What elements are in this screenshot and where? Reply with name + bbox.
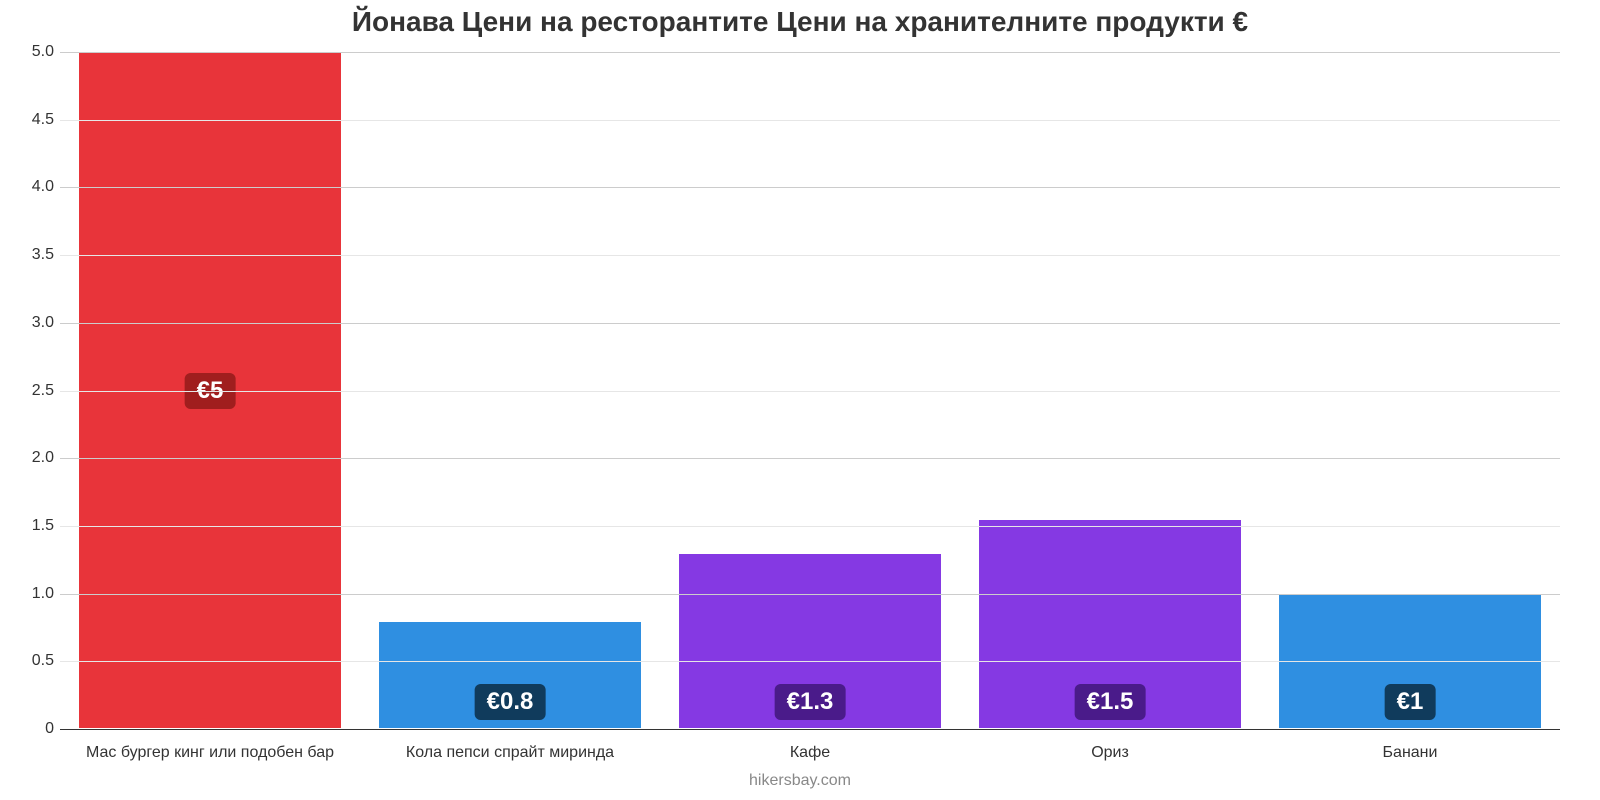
price-bar-chart: Йонава Цени на ресторантите Цени на хран… xyxy=(0,0,1600,800)
y-tick-label: 5.0 xyxy=(10,43,54,61)
x-tick-label: Кола пепси спрайт миринда xyxy=(360,744,660,762)
gridline xyxy=(60,458,1560,459)
y-tick-label: 3.5 xyxy=(10,246,54,264)
bar: €1.5 xyxy=(978,519,1242,729)
value-badge: €1 xyxy=(1385,684,1436,720)
value-badge: €1.5 xyxy=(1075,684,1146,720)
value-badge: €1.3 xyxy=(775,684,846,720)
gridline xyxy=(60,323,1560,324)
gridline xyxy=(60,526,1560,527)
y-tick-label: 4.0 xyxy=(10,178,54,196)
gridline xyxy=(60,120,1560,121)
gridline xyxy=(60,52,1560,53)
y-tick-label: 1.5 xyxy=(10,517,54,535)
y-tick-label: 2.0 xyxy=(10,449,54,467)
x-axis-labels: Мас бургер кинг или подобен барКола пепс… xyxy=(60,744,1560,762)
y-tick-label: 3.0 xyxy=(10,314,54,332)
value-badge: €0.8 xyxy=(475,684,546,720)
gridline xyxy=(60,661,1560,662)
y-tick-label: 0 xyxy=(10,720,54,738)
chart-title: Йонава Цени на ресторантите Цени на хран… xyxy=(0,6,1600,38)
plot-area: €5€0.8€1.3€1.5€1 00.51.01.52.02.53.03.54… xyxy=(60,52,1560,730)
gridline xyxy=(60,594,1560,595)
y-tick-label: 1.0 xyxy=(10,585,54,603)
gridline xyxy=(60,255,1560,256)
x-tick-label: Ориз xyxy=(960,744,1260,762)
gridline xyxy=(60,391,1560,392)
y-tick-label: 4.5 xyxy=(10,111,54,129)
bar: €0.8 xyxy=(378,621,642,729)
x-tick-label: Банани xyxy=(1260,744,1560,762)
bar: €1.3 xyxy=(678,553,942,729)
x-tick-label: Кафе xyxy=(660,744,960,762)
y-tick-label: 2.5 xyxy=(10,382,54,400)
gridline xyxy=(60,187,1560,188)
y-tick-label: 0.5 xyxy=(10,652,54,670)
x-tick-label: Мас бургер кинг или подобен бар xyxy=(60,744,360,762)
credit-text: hikersbay.com xyxy=(0,772,1600,790)
